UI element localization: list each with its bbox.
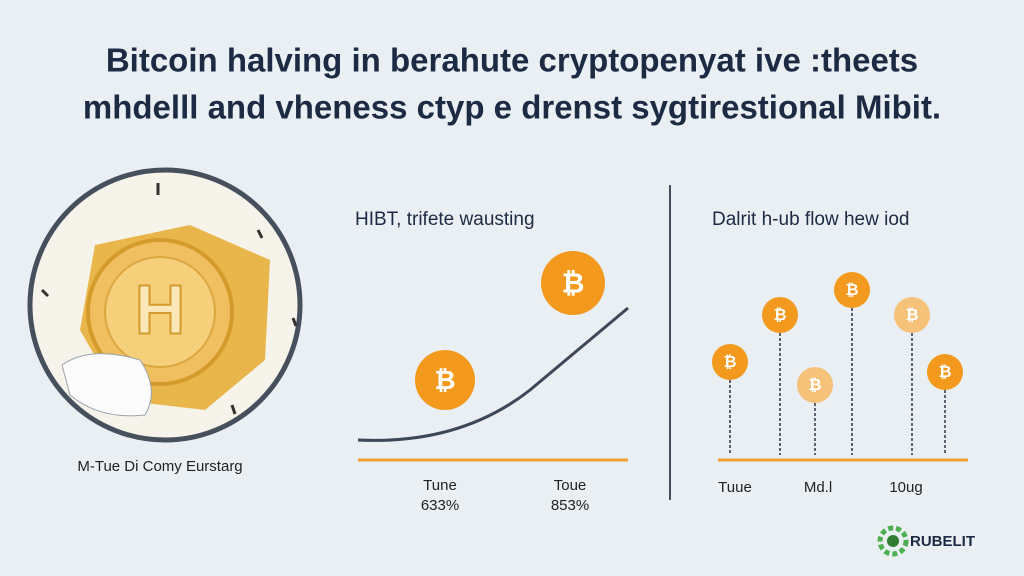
coin (834, 272, 870, 308)
trend-line (357, 306, 629, 442)
coin-symbol: ₿ (723, 353, 736, 371)
label-value: 853% (551, 497, 589, 514)
title-line: mhdelll and vheness ctyp e drenst sygtir… (83, 89, 941, 126)
left-illustration (27, 167, 303, 443)
panel-heading: HIBT, trifete wausting (355, 209, 535, 230)
caption: M-Tue Di Comy Eurstarg (77, 458, 242, 475)
coin (894, 297, 930, 333)
coin-letter: H (135, 270, 186, 348)
coin (712, 344, 748, 380)
panel-heading: Dalrit h-ub flow hew iod (712, 209, 909, 230)
logo-text: RUBELIT (910, 533, 975, 550)
title-line: Bitcoin halving in berahute cryptopenyat… (106, 42, 918, 79)
coin (541, 251, 605, 315)
coin-symbol: ₿ (938, 363, 951, 381)
coin-symbol: ₿ (773, 306, 786, 324)
coin-symbol: ₿ (845, 281, 858, 299)
coin (797, 367, 833, 403)
label-name: Toue (554, 477, 587, 494)
label-name: Tuue (718, 479, 752, 496)
label-name: Tune (423, 477, 457, 494)
label-name: Md.l (804, 479, 832, 496)
coin-symbol: ₿ (905, 306, 918, 324)
label-value: 633% (421, 497, 459, 514)
coin-group: ₿ ₿ ₿ ₿ ₿ ₿ (712, 272, 963, 455)
logo-icon (877, 525, 909, 557)
coin (762, 297, 798, 333)
coin (415, 350, 475, 410)
coin (927, 354, 963, 390)
coin-symbol: ₿ (434, 365, 455, 395)
coin-symbol: ₿ (808, 376, 821, 394)
coin-symbol: ₿ (562, 267, 585, 298)
label-name: 10ug (889, 479, 922, 496)
